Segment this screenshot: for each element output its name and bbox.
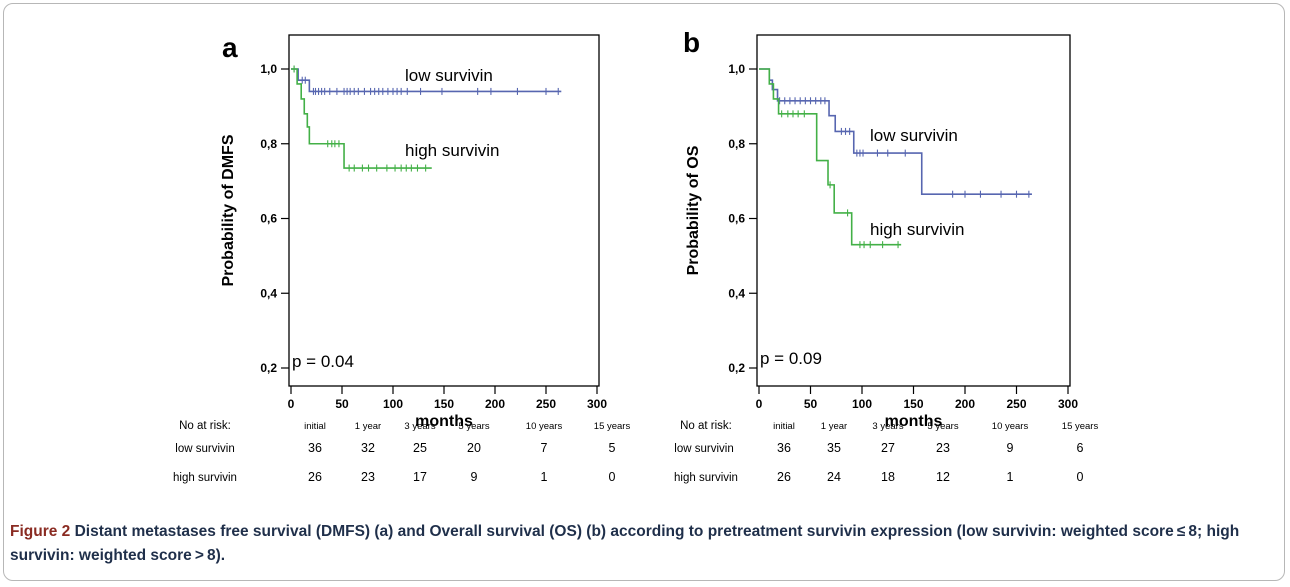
y-tick-label: 0,2 [728, 361, 745, 375]
series-high-survivin [759, 68, 902, 249]
y-tick-label: 1,0 [260, 62, 277, 76]
at-risk-count: 26 [308, 470, 322, 484]
p-value-annotation: p = 0.04 [292, 352, 354, 371]
at-risk-header-cell: initial [773, 421, 795, 432]
at-risk-header-cell: 10 years [992, 421, 1029, 432]
figure-frame [3, 3, 1285, 581]
x-tick-label: 100 [852, 397, 872, 411]
at-risk-count: 35 [827, 441, 841, 455]
x-tick-label: 100 [383, 397, 403, 411]
curve-label-low-survivin: low survivin [870, 126, 958, 145]
at-risk-header-cell: 5 years [458, 421, 489, 432]
x-tick-label: 250 [1006, 397, 1026, 411]
y-tick-label: 0,8 [260, 137, 277, 151]
chart-panel-b: b 0,2 0,4 0,6 0,8 1,0 0 50 100 150 200 250 300 months… [683, 27, 1078, 430]
at-risk-row-label: low survivin [175, 443, 234, 455]
chart-panel-a: a 0,2 0,4 0,6 0,8 1,0 0 50 100 150 200 250 300 months… [220, 32, 607, 430]
y-tick-label: 0,6 [260, 212, 277, 226]
y-axis-title: Probability of DMFS [220, 134, 237, 286]
y-tick-label: 0,6 [728, 212, 745, 226]
at-risk-count: 24 [827, 470, 841, 484]
at-risk-count: 23 [936, 441, 950, 455]
curve-label-low-survivin: low survivin [405, 66, 493, 85]
x-tick-label: 50 [335, 397, 349, 411]
at-risk-header-cell: 3 years [872, 421, 903, 432]
caption-text: Distant metastases free survival (DMFS) … [10, 523, 1240, 564]
x-tick-label: 150 [903, 397, 923, 411]
p-value-annotation: p = 0.09 [760, 349, 822, 368]
at-risk-count: 7 [541, 441, 548, 455]
x-tick-label: 300 [1058, 397, 1078, 411]
at-risk-count: 9 [471, 470, 478, 484]
at-risk-header-cell: 15 years [594, 421, 631, 432]
at-risk-row-label: high survivin [173, 472, 237, 484]
series-low-survivin [759, 68, 1032, 198]
x-tick-label: 0 [288, 397, 295, 411]
at-risk-count: 32 [361, 441, 375, 455]
at-risk-table-b: No at risk: initial 1 year 3 years 5 years 10… [674, 420, 1098, 484]
at-risk-count: 0 [1077, 470, 1084, 484]
at-risk-count: 17 [413, 470, 427, 484]
at-risk-header-cell: 1 year [355, 421, 381, 432]
at-risk-count: 36 [308, 441, 322, 455]
plot-frame [756, 34, 1071, 387]
at-risk-count: 26 [777, 470, 791, 484]
x-tick-label: 250 [536, 397, 556, 411]
at-risk-header-cell: 15 years [1062, 421, 1099, 432]
at-risk-header-cell: 1 year [821, 421, 847, 432]
curve-label-high-survivin: high survivin [405, 141, 500, 160]
x-tick-label: 300 [587, 397, 607, 411]
at-risk-row-label: low survivin [674, 443, 733, 455]
at-risk-count: 36 [777, 441, 791, 455]
at-risk-header-cell: 10 years [526, 421, 563, 432]
at-risk-count: 27 [881, 441, 895, 455]
y-axis-title: Probability of OS [685, 145, 702, 275]
x-tick-label: 0 [756, 397, 763, 411]
at-risk-title: No at risk: [179, 420, 231, 432]
at-risk-row-label: high survivin [674, 472, 738, 484]
figure-caption: Figure 2 Distant metastases free surviva… [10, 520, 1275, 568]
y-tick-label: 0,4 [728, 286, 745, 300]
at-risk-count: 9 [1007, 441, 1014, 455]
x-tick-label: 200 [955, 397, 975, 411]
at-risk-header-cell: 3 years [404, 421, 435, 432]
caption-label: Figure 2 [10, 523, 71, 540]
at-risk-header-cell: initial [304, 421, 326, 432]
at-risk-count: 1 [541, 470, 548, 484]
panel-letter: a [222, 32, 238, 63]
x-tick-label: 150 [434, 397, 454, 411]
curve-label-high-survivin: high survivin [870, 220, 965, 239]
at-risk-count: 6 [1077, 441, 1084, 455]
y-tick-label: 0,8 [728, 137, 745, 151]
at-risk-header-cell: 5 years [927, 421, 958, 432]
at-risk-table-a: No at risk: initial 1 year 3 years 5 years 10… [173, 420, 630, 484]
y-tick-label: 0,2 [260, 361, 277, 375]
at-risk-count: 12 [936, 470, 950, 484]
at-risk-count: 18 [881, 470, 895, 484]
y-tick-label: 0,4 [260, 286, 277, 300]
survival-curve [759, 68, 902, 246]
at-risk-count: 5 [609, 441, 616, 455]
at-risk-count: 23 [361, 470, 375, 484]
x-tick-label: 50 [804, 397, 818, 411]
at-risk-count: 1 [1007, 470, 1014, 484]
at-risk-count: 20 [467, 441, 481, 455]
x-tick-label: 200 [485, 397, 505, 411]
x-axis-title: months [885, 413, 943, 430]
x-axis-title: months [415, 413, 473, 430]
at-risk-title: No at risk: [680, 420, 732, 432]
survival-curve [291, 68, 432, 169]
y-tick-label: 1,0 [728, 62, 745, 76]
at-risk-count: 25 [413, 441, 427, 455]
panel-letter: b [683, 27, 700, 58]
series-high-survivin [291, 65, 432, 172]
plot-frame [288, 34, 600, 387]
at-risk-count: 0 [609, 470, 616, 484]
